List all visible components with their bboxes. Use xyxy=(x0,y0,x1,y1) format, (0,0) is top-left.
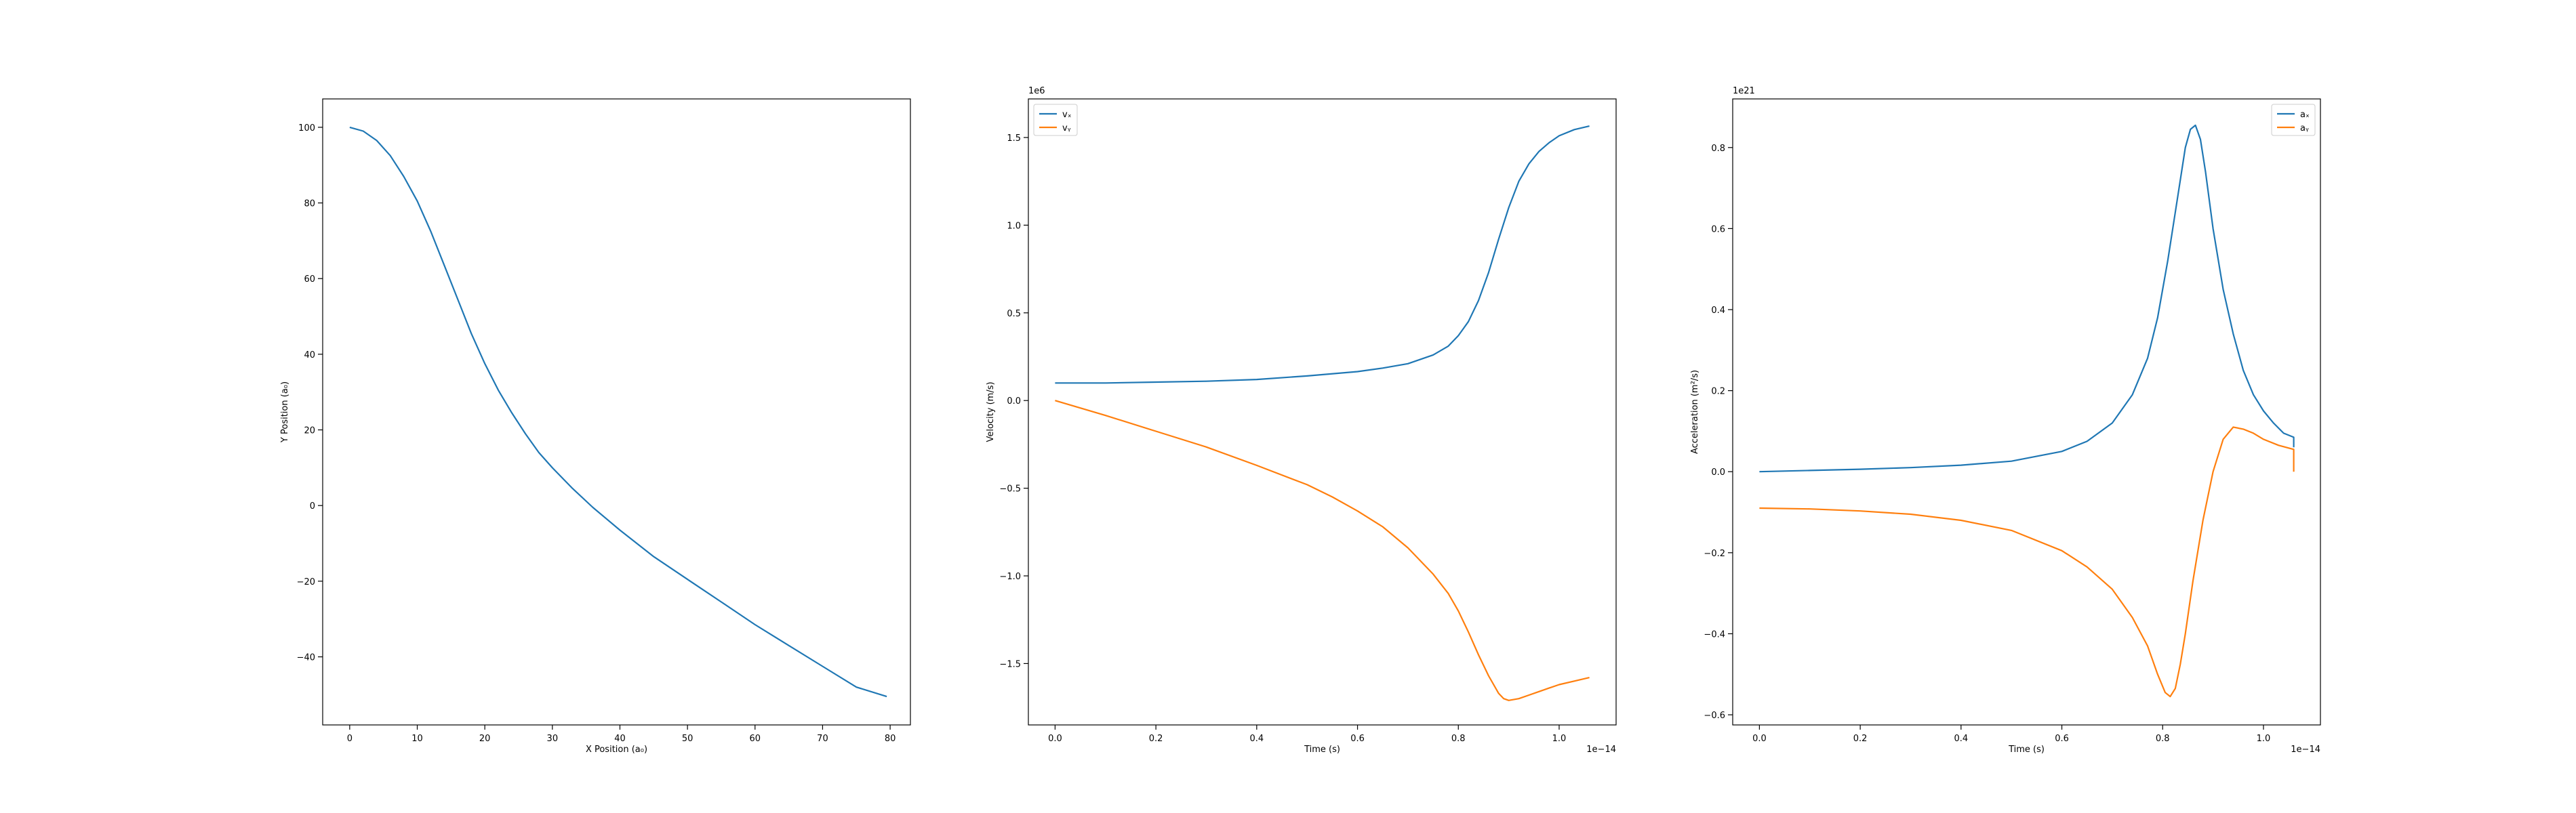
y-tick-label: 0.5 xyxy=(1007,309,1021,319)
x-tick-label: 0.2 xyxy=(1149,734,1163,744)
axes-frame xyxy=(1028,98,1617,726)
y-tick-label: 0.2 xyxy=(1711,387,1725,397)
legend-label: vᵧ xyxy=(1062,123,1071,133)
y-tick-label: 0 xyxy=(310,501,315,512)
y-tick-label: 1.5 xyxy=(1007,133,1021,144)
x-tick-label: 0.6 xyxy=(2055,734,2069,744)
x-tick-label: 1.0 xyxy=(1552,734,1567,744)
y-tick-label: −0.2 xyxy=(1704,549,1725,559)
y-axis-label: Y Position (a₀) xyxy=(280,381,290,443)
y-tick-label: 0.4 xyxy=(1711,306,1725,316)
x-tick-label: 0.2 xyxy=(1853,734,1868,744)
y-tick-label: −1.0 xyxy=(999,572,1021,582)
axes-frame xyxy=(1732,98,2321,726)
x-tick-label: 0.4 xyxy=(1954,734,1968,744)
x-tick-label: 0.8 xyxy=(2156,734,2170,744)
x-tick-label: 0.0 xyxy=(1752,734,1767,744)
y-tick-label: 60 xyxy=(304,274,315,285)
legend: aₓ aᵧ xyxy=(2271,104,2316,136)
x-tick-label: 0.4 xyxy=(1249,734,1264,744)
series-line-x xyxy=(1759,124,2295,473)
x-tick-label: 0.6 xyxy=(1350,734,1365,744)
axes-frame xyxy=(322,98,911,726)
y-tick-label: −0.6 xyxy=(1704,711,1725,721)
legend-label: aₓ xyxy=(2300,110,2310,120)
x-axis-label: X Position (a₀) xyxy=(586,745,647,755)
x-tick-label: 0.0 xyxy=(1048,734,1062,744)
x-tick-label: 10 xyxy=(411,734,423,744)
position-trajectory-chart: 0 10 20 30 40 50 60 70 80 −40 −20 0 20 40 60 80 100 X Pos… xyxy=(280,98,911,755)
y-tick-label: 80 xyxy=(304,199,315,209)
x-tick-label: 0.8 xyxy=(1451,734,1466,744)
legend: vₓ vᵧ xyxy=(1033,104,1078,136)
x-tick-label: 80 xyxy=(885,734,896,744)
y-tick-label: 40 xyxy=(304,350,315,360)
y-tick-label: −1.5 xyxy=(999,659,1021,669)
y-offset-label: 1e6 xyxy=(1028,86,1045,96)
legend-label: aᵧ xyxy=(2300,123,2309,133)
y-tick-label: −0.4 xyxy=(1704,629,1725,640)
trajectory-line xyxy=(349,126,887,698)
x-tick-label: 1.0 xyxy=(2257,734,2271,744)
y-tick-label: 0.0 xyxy=(1711,467,1725,478)
x-offset-label: 1e−14 xyxy=(1586,745,1616,755)
y-tick-label: 0.8 xyxy=(1711,144,1725,154)
y-axis-label: Velocity (m/s) xyxy=(986,381,996,442)
y-tick-label: 20 xyxy=(304,426,315,436)
series-line-x xyxy=(1055,125,1590,384)
y-tick-label: −0.5 xyxy=(999,484,1021,495)
series-line-y xyxy=(1055,400,1590,701)
x-axis-label: Time (s) xyxy=(1304,745,1340,755)
velocity-chart: 0.0 0.2 0.4 0.6 0.8 1.0 −1.5 −1.0 −0.5 0.0 0.5 1.0 1… xyxy=(986,86,1617,755)
y-tick-label: 0.0 xyxy=(1007,396,1021,406)
y-offset-label: 1e21 xyxy=(1733,86,1755,96)
x-tick-label: 60 xyxy=(750,734,761,744)
y-axis-label: Acceleration (m²/s) xyxy=(1690,370,1700,454)
x-offset-label: 1e−14 xyxy=(2291,745,2320,755)
x-tick-label: 40 xyxy=(614,734,626,744)
x-axis-label: Time (s) xyxy=(2008,745,2045,755)
y-tick-label: 100 xyxy=(298,123,315,133)
y-tick-label: −40 xyxy=(297,653,315,663)
legend-label: vₓ xyxy=(1062,110,1072,120)
y-tick-label: 0.6 xyxy=(1711,224,1725,234)
acceleration-chart: 0.0 0.2 0.4 0.6 0.8 1.0 −0.6 −0.4 −0.2 0.0 0.2 0.4 0… xyxy=(1690,86,2321,755)
x-tick-label: 50 xyxy=(682,734,693,744)
x-tick-label: 70 xyxy=(817,734,828,744)
y-tick-label: 1.0 xyxy=(1007,221,1021,231)
x-tick-label: 0 xyxy=(347,734,353,744)
series-line-y xyxy=(1759,426,2295,698)
x-tick-label: 30 xyxy=(547,734,559,744)
x-tick-label: 20 xyxy=(479,734,491,744)
y-tick-label: −20 xyxy=(297,577,315,587)
